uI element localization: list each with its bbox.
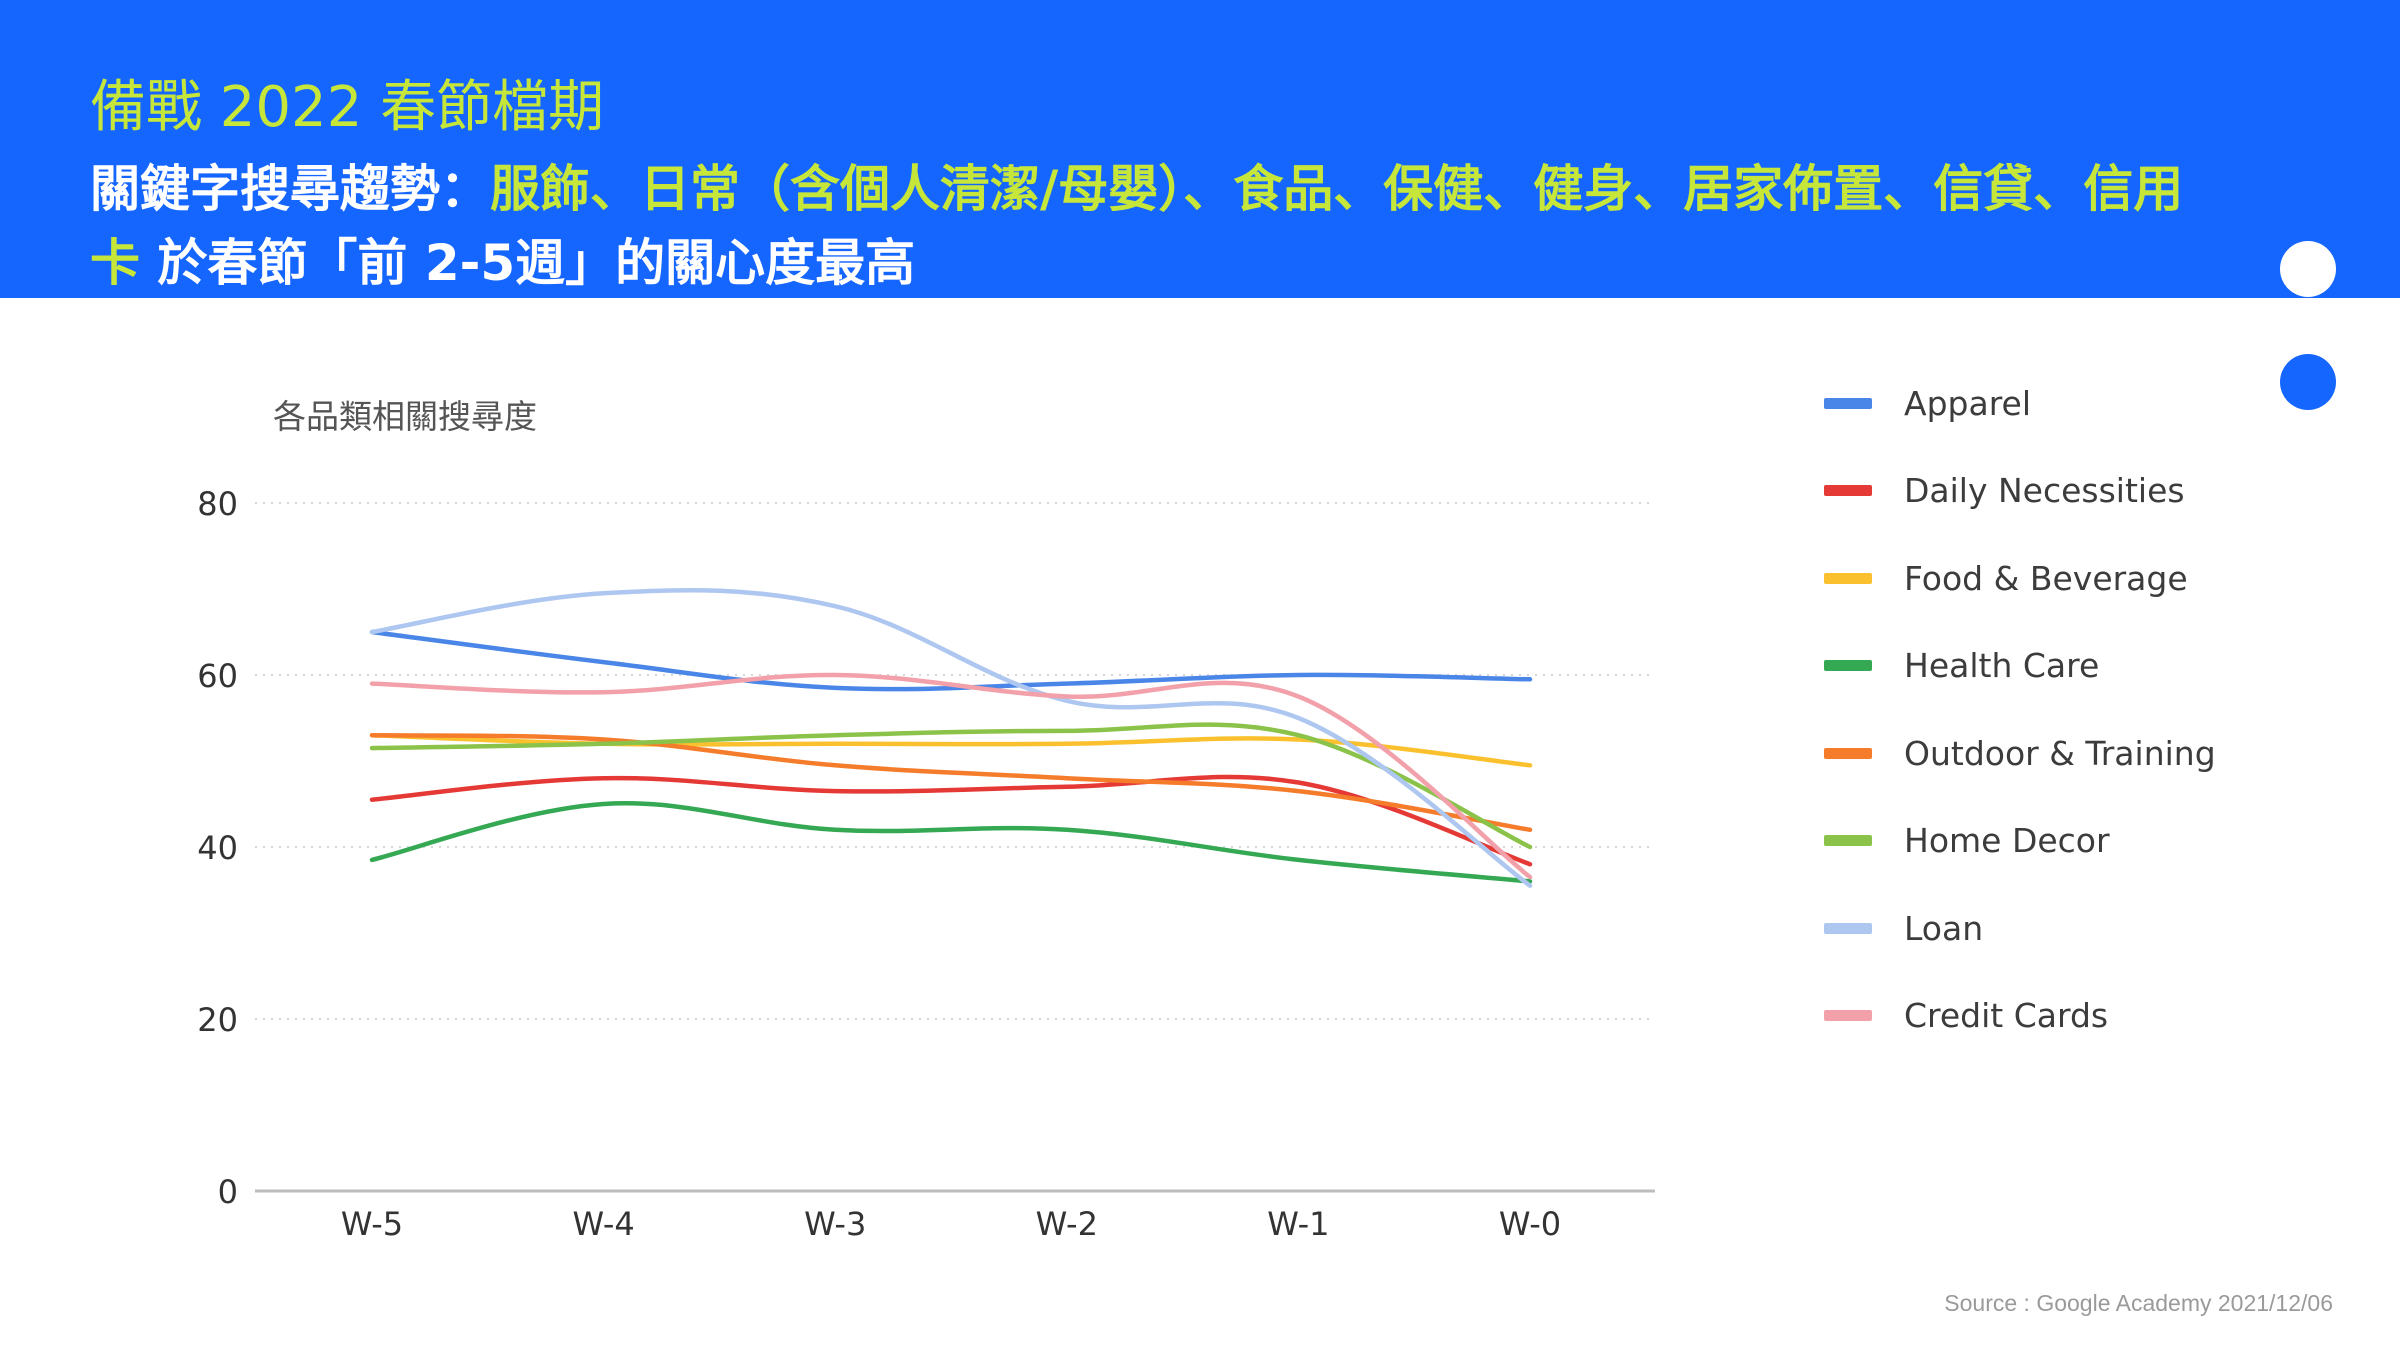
legend-label: Health Care — [1904, 646, 2100, 685]
legend-label: Home Decor — [1904, 821, 2110, 860]
source-note: Source : Google Academy 2021/12/06 — [1944, 1290, 2333, 1316]
legend-label: Credit Cards — [1904, 996, 2109, 1035]
legend-swatch — [1824, 835, 1872, 846]
legend-item: Daily Necessities — [1824, 466, 2344, 516]
page-headline: 關鍵字搜尋趨勢：服飾、日常（含個人清潔/母嬰）、食品、保健、健身、居家佈置、信貸… — [90, 152, 2230, 300]
y-tick-label: 0 — [218, 1173, 238, 1211]
legend-swatch — [1824, 485, 1872, 496]
legend-label: Loan — [1904, 908, 1984, 948]
legend-item: Loan — [1824, 903, 2344, 953]
legend-label: Food & Beverage — [1904, 558, 2188, 598]
headline-part: 於春節「前 2-5週」的關心度最高 — [140, 234, 916, 292]
legend-item: Food & Beverage — [1824, 553, 2344, 603]
series-line-daily-necessities — [369, 774, 1533, 867]
headline-highlight: 服飾、日常（含個人清潔/母嬰）、食品、保健、健身、居家佈置、信貸、信用卡 — [90, 160, 2184, 292]
white-dot-marker — [2280, 241, 2336, 297]
legend-item: Home Decor — [1824, 816, 2344, 866]
legend-item: Outdoor & Training — [1824, 728, 2344, 778]
legend-swatch — [1824, 660, 1872, 671]
legend-label: Outdoor & Training — [1904, 733, 2216, 773]
series-line-health-care — [369, 801, 1533, 884]
line-chart: 各品類相關搜尋度 0 20 40 60 80 W-5 W-4 W-3 W-2 W-1 W-0 — [197, 397, 1655, 1243]
headline-part: 關鍵字搜尋趨勢： — [90, 160, 490, 218]
legend-item: Apparel — [1824, 378, 2344, 428]
x-tick-label: W-3 — [804, 1205, 866, 1243]
legend-item: Credit Cards — [1824, 991, 2344, 1041]
legend-label: Daily Necessities — [1904, 471, 2185, 510]
series-line-apparel — [369, 629, 1533, 692]
y-tick-label: 40 — [197, 829, 238, 867]
x-tick-label: W-2 — [1036, 1205, 1098, 1243]
page-subtitle: 備戰 2022 春節檔期 — [90, 75, 605, 140]
legend-swatch — [1824, 572, 1872, 584]
chart-title: 各品類相關搜尋度 — [273, 397, 537, 436]
series-line-home-decor — [369, 722, 1533, 850]
x-tick-label: W-0 — [1499, 1205, 1561, 1243]
legend-swatch — [1824, 1010, 1872, 1021]
header-banner: 備戰 2022 春節檔期 關鍵字搜尋趨勢：服飾、日常（含個人清潔/母嬰）、食品、… — [0, 0, 2400, 298]
blue-dot-marker — [2280, 354, 2336, 410]
legend-swatch — [1824, 922, 1872, 934]
x-tick-label: W-5 — [341, 1205, 403, 1243]
series-line-credit-cards — [369, 672, 1533, 880]
x-tick-label: W-4 — [572, 1205, 634, 1243]
legend-swatch — [1824, 747, 1872, 759]
legend-swatch — [1824, 397, 1872, 409]
series-line-outdoor-training — [369, 732, 1533, 833]
y-tick-label: 80 — [197, 485, 238, 523]
series-line-loan — [369, 587, 1533, 888]
x-tick-label: W-1 — [1267, 1205, 1329, 1243]
legend-item: Health Care — [1824, 641, 2344, 691]
legend-label: Apparel — [1904, 383, 2032, 423]
y-tick-label: 60 — [197, 657, 238, 695]
y-tick-label: 20 — [197, 1001, 238, 1039]
